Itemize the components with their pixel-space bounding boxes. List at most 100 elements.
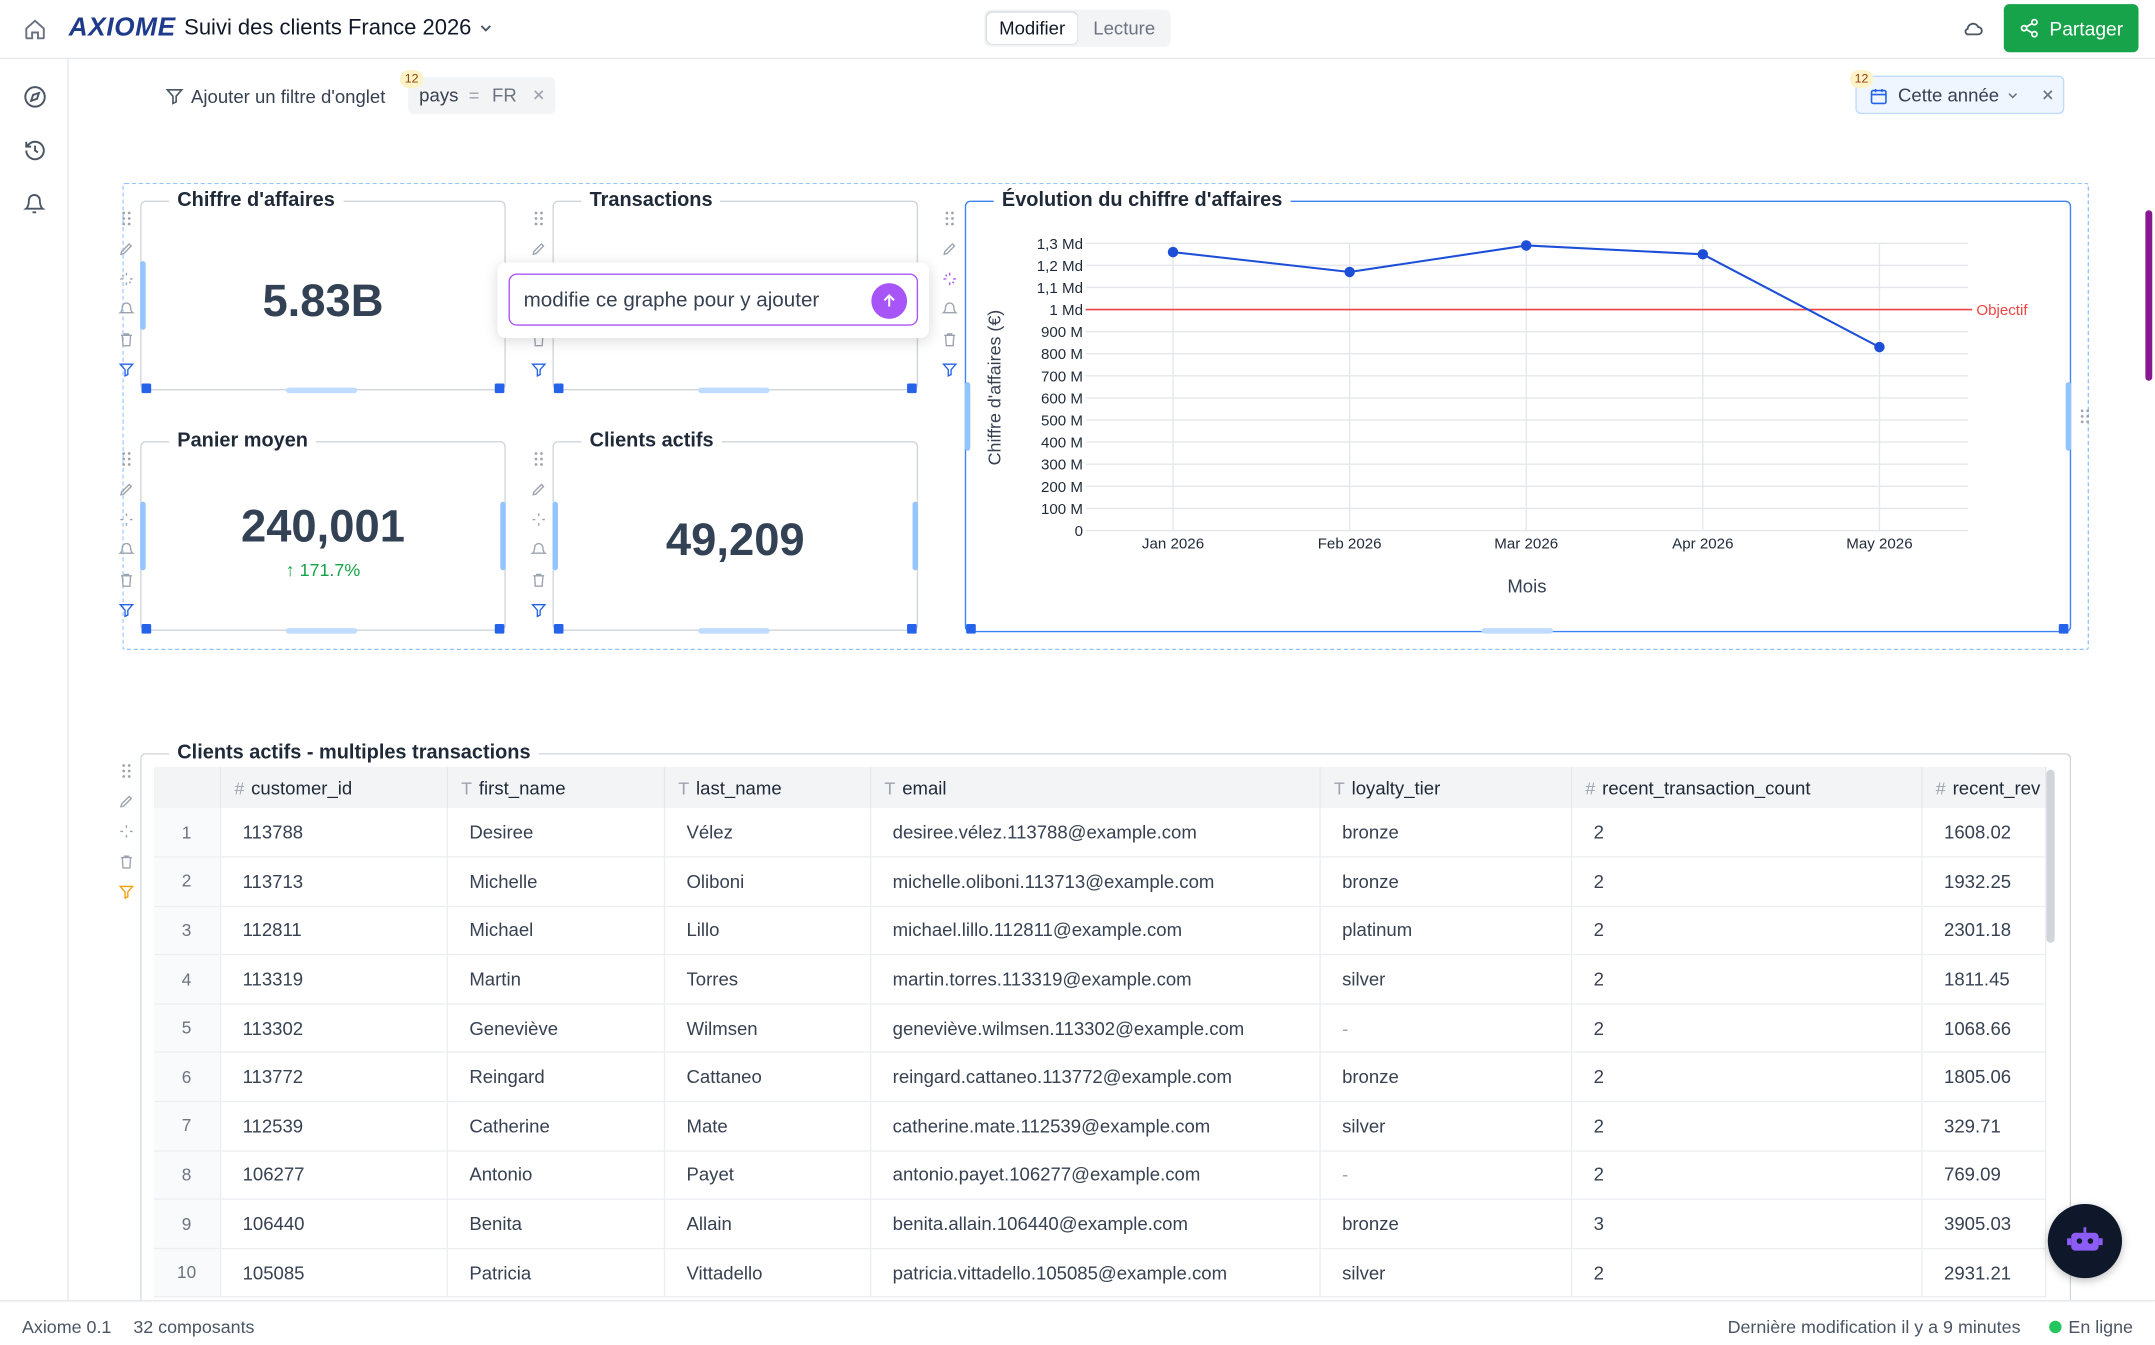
resize-handle[interactable] (912, 501, 919, 571)
resize-corner[interactable] (2058, 623, 2069, 634)
table-row[interactable]: 2 113713 Michelle Oliboni michelle.oliboni.1… (153, 857, 2046, 907)
resize-corner[interactable] (494, 623, 505, 634)
resize-corner[interactable] (553, 623, 564, 634)
table-cell[interactable]: 2 (1570, 905, 1923, 956)
table-cell[interactable]: antonio.payet.106277@example.com (869, 1150, 1321, 1201)
sparkle-icon[interactable] (115, 819, 137, 844)
data-point[interactable] (1521, 240, 1532, 251)
table-row[interactable]: 7 112539 Catherine Mate catherine.mate.11253… (153, 1101, 2046, 1152)
bell-icon[interactable] (528, 537, 550, 562)
filter-icon[interactable] (939, 357, 961, 382)
table-cell[interactable]: Benita (446, 1199, 665, 1250)
chevron-down-icon[interactable] (2002, 85, 2021, 104)
filter-icon[interactable] (115, 880, 137, 905)
table-cell[interactable]: 106440 (219, 1199, 448, 1250)
table-cell[interactable]: bronze (1319, 857, 1572, 907)
table-cell[interactable]: 106277 (219, 1150, 448, 1201)
tab-modifier[interactable]: Modifier (986, 12, 1078, 44)
table-cell[interactable]: 2301.18 (1921, 905, 2046, 956)
resize-corner[interactable] (141, 623, 152, 634)
table-cell[interactable]: 112539 (219, 1101, 448, 1152)
table-cell[interactable]: benita.allain.106440@example.com (869, 1199, 1321, 1250)
table-cell[interactable]: Cattaneo (663, 1052, 871, 1103)
table-cell[interactable]: 2 (1570, 1101, 1923, 1152)
data-point[interactable] (1874, 341, 1885, 353)
tab-lecture[interactable]: Lecture (1093, 17, 1156, 39)
table-cell[interactable]: 113319 (219, 954, 448, 1005)
assistant-button[interactable] (2047, 1203, 2123, 1279)
resize-corner[interactable] (494, 383, 505, 394)
table-cell[interactable]: Geneviève (446, 1003, 665, 1054)
table-cell[interactable]: 105085 (219, 1248, 448, 1298)
table-row[interactable]: 1 113788 Desiree Vélez desiree.vélez.113788@… (153, 808, 2046, 858)
page-title[interactable]: Suivi des clients France 2026 (184, 16, 472, 40)
resize-handle[interactable] (552, 501, 558, 571)
drag-handle-icon[interactable] (115, 759, 137, 784)
data-point[interactable] (1344, 266, 1355, 278)
table-cell[interactable]: Oliboni (663, 857, 871, 907)
table-cell[interactable]: reingard.cattaneo.113772@example.com (869, 1052, 1321, 1103)
data-point[interactable] (1697, 249, 1709, 260)
table-row[interactable]: 10 105085 Patricia Vittadello patricia.vitta… (153, 1248, 2046, 1298)
sparkle-icon[interactable] (115, 507, 137, 532)
table-cell[interactable]: 2 (1570, 954, 1923, 1005)
table-cell[interactable]: Mate (663, 1101, 871, 1152)
filter-icon[interactable] (528, 598, 550, 623)
filter-icon[interactable] (528, 357, 550, 382)
drag-handle-icon[interactable] (528, 206, 550, 231)
close-icon[interactable] (529, 85, 548, 104)
cloud-sync-icon[interactable] (1960, 15, 1987, 42)
table-cell[interactable]: Patricia (446, 1248, 665, 1298)
table-cell[interactable]: desiree.vélez.113788@example.com (869, 808, 1321, 858)
drag-handle-icon[interactable] (939, 206, 961, 231)
resize-handle[interactable] (285, 387, 358, 394)
table-cell[interactable]: Desiree (446, 808, 665, 858)
resize-handle[interactable] (2065, 382, 2072, 451)
table-cell[interactable]: michael.lillo.112811@example.com (869, 905, 1321, 956)
bell-icon[interactable] (19, 188, 49, 218)
table-cell[interactable]: 2 (1570, 1248, 1923, 1298)
kpi-card-basket[interactable]: Panier moyen 240,001 ↑ 171.7% (140, 430, 506, 631)
table-cell[interactable]: 329.71 (1921, 1101, 2046, 1152)
drag-handle-icon[interactable] (115, 447, 137, 472)
page-scrollbar[interactable] (2145, 210, 2153, 381)
table-row[interactable]: 9 106440 Benita Allain benita.allain.106440@… (153, 1199, 2046, 1250)
table-cell[interactable]: bronze (1319, 1199, 1572, 1250)
sparkle-icon[interactable] (528, 507, 550, 532)
home-icon[interactable] (19, 14, 49, 44)
table-cell[interactable]: 2 (1570, 857, 1923, 907)
resize-handle[interactable] (698, 628, 770, 634)
ai-prompt-input[interactable]: modifie ce graphe pour y ajouter (508, 273, 919, 326)
table-cell[interactable]: 1932.25 (1921, 857, 2046, 907)
history-icon[interactable] (19, 135, 49, 165)
column-header-customer-id[interactable]: # customer_id (219, 766, 448, 809)
filter-icon[interactable] (115, 598, 137, 623)
table-cell[interactable]: 769.09 (1921, 1150, 2046, 1201)
close-icon[interactable] (2038, 85, 2057, 104)
table-cell[interactable]: Vélez (663, 808, 871, 858)
table-cell[interactable]: michelle.oliboni.113713@example.com (869, 857, 1321, 907)
table-cell[interactable]: geneviève.wilmsen.113302@example.com (869, 1003, 1321, 1054)
pencil-icon[interactable] (115, 236, 137, 261)
table-row[interactable]: 5 113302 Geneviève Wilmsen geneviève.wilmsen… (153, 1003, 2046, 1054)
resize-corner[interactable] (907, 383, 917, 394)
table-cell[interactable]: Michelle (446, 857, 665, 907)
trash-icon[interactable] (115, 327, 137, 352)
compass-icon[interactable] (19, 81, 49, 111)
trash-icon[interactable] (939, 327, 961, 352)
table-cell[interactable]: 1608.02 (1921, 808, 2046, 858)
table-cell[interactable]: 3905.03 (1921, 1199, 2046, 1250)
table-cell[interactable]: 113772 (219, 1052, 448, 1103)
table-cell[interactable]: Antonio (446, 1150, 665, 1201)
resize-handle[interactable] (1481, 628, 1554, 634)
share-button[interactable]: Partager (2003, 4, 2139, 53)
data-point[interactable] (1167, 246, 1179, 258)
table-cell[interactable]: 3 (1570, 1199, 1923, 1250)
table-cell[interactable]: 113788 (219, 808, 448, 858)
column-header-recent-transaction-count[interactable]: # recent_transaction_count (1570, 766, 1923, 809)
date-filter[interactable]: Cette année (1855, 75, 2065, 115)
app-logo[interactable]: AXIOME (68, 13, 176, 43)
trash-icon[interactable] (115, 849, 137, 874)
